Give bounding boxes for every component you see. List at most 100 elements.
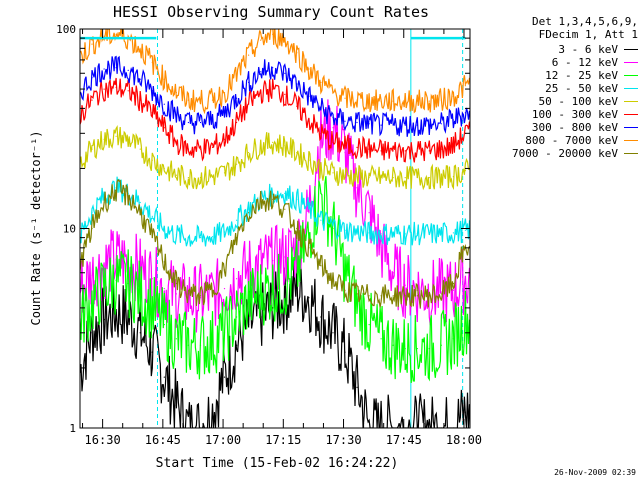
series-line [80, 55, 470, 137]
data-point [320, 219, 322, 221]
x-tick-label: 17:45 [386, 433, 422, 447]
series-line [80, 29, 470, 115]
data-point [272, 33, 274, 36]
data-point [248, 152, 250, 154]
data-point [308, 237, 310, 239]
data-point [91, 148, 93, 150]
data-point [175, 338, 177, 340]
data-point [392, 295, 394, 297]
data-point [248, 103, 250, 105]
data-point [380, 247, 382, 249]
data-point [151, 351, 153, 353]
data-point [127, 316, 129, 318]
data-point [320, 167, 322, 169]
data-point [452, 289, 454, 291]
data-point [404, 177, 406, 179]
data-point [163, 103, 165, 105]
data-point [236, 237, 238, 239]
data-point [356, 146, 358, 148]
data-point [272, 288, 274, 290]
data-point [404, 150, 406, 152]
data-point [368, 100, 370, 102]
data-point [91, 303, 93, 305]
data-point [464, 170, 466, 172]
data-point [272, 193, 274, 196]
data-point [236, 344, 238, 346]
data-point [440, 148, 442, 150]
data-point [344, 152, 346, 154]
legend-swatch [624, 127, 638, 128]
data-point [440, 123, 442, 125]
data-point [163, 261, 165, 263]
data-point [163, 167, 165, 169]
data-point [308, 119, 310, 121]
data-point [175, 293, 177, 295]
data-point [332, 227, 334, 230]
data-point [284, 39, 286, 41]
x-tick-label: 18:00 [446, 433, 482, 447]
data-point [332, 279, 334, 281]
data-point [320, 107, 322, 109]
data-point [296, 152, 298, 154]
data-point [248, 269, 250, 271]
data-point [139, 332, 141, 334]
data-point [163, 78, 165, 80]
x-tick-label: 17:15 [265, 433, 301, 447]
legend: Det 1,3,4,5,6,9, FDecim 1, Att 1 3 - 6 k… [478, 15, 638, 160]
data-point [464, 229, 466, 231]
data-point [223, 112, 226, 114]
series-100to300keV [80, 77, 470, 163]
data-point [260, 92, 262, 94]
data-point [187, 293, 189, 295]
data-point [115, 279, 117, 281]
data-point [115, 135, 117, 137]
data-point [464, 318, 466, 321]
data-point [199, 177, 202, 179]
legend-entry-label: 300 - 800 keV [531, 121, 618, 134]
legend-entry-label: 6 - 12 keV [551, 56, 618, 69]
legend-entry-label: 100 - 300 keV [531, 108, 618, 121]
data-point [103, 201, 105, 204]
data-point [272, 260, 274, 262]
data-point [332, 225, 334, 227]
data-point [151, 61, 153, 64]
data-point [440, 233, 442, 235]
data-point [236, 219, 238, 221]
data-point [248, 81, 250, 83]
legend-entry-label: 12 - 25 keV [545, 69, 618, 82]
data-point [452, 176, 454, 178]
x-axis-label: Start Time (15-Feb-02 16:24:22) [156, 456, 399, 471]
data-point [284, 145, 286, 147]
data-point [404, 284, 406, 286]
data-point [127, 138, 129, 140]
series-50to100keV [80, 124, 470, 191]
x-tick-label: 17:30 [325, 433, 361, 447]
data-point [392, 233, 394, 235]
series-line [80, 77, 470, 163]
data-point [103, 88, 105, 90]
data-point [368, 324, 370, 326]
data-point [272, 141, 274, 143]
data-point [416, 295, 418, 297]
data-point [175, 114, 177, 116]
data-point [199, 121, 202, 124]
data-point [440, 293, 442, 295]
data-point [248, 212, 250, 214]
data-point [199, 237, 202, 239]
data-point [175, 234, 177, 236]
data-point [344, 289, 346, 291]
data-point [356, 231, 358, 233]
data-point [163, 376, 165, 378]
data-point [464, 278, 466, 280]
legend-entry: 50 - 100 keV [478, 95, 638, 108]
data-point [404, 348, 406, 350]
data-point [332, 116, 334, 119]
data-point [139, 78, 141, 80]
data-point [452, 95, 454, 97]
data-point [260, 316, 262, 318]
data-point [308, 159, 310, 161]
y-tick-label: 10 [63, 223, 76, 236]
data-point [320, 265, 322, 267]
data-point [320, 132, 322, 134]
